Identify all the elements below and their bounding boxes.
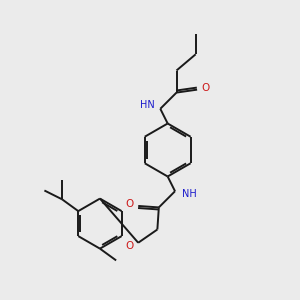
Text: O: O	[126, 199, 134, 209]
Text: NH: NH	[182, 189, 196, 199]
Text: O: O	[201, 83, 209, 94]
Text: HN: HN	[140, 100, 155, 110]
Text: O: O	[125, 241, 134, 251]
